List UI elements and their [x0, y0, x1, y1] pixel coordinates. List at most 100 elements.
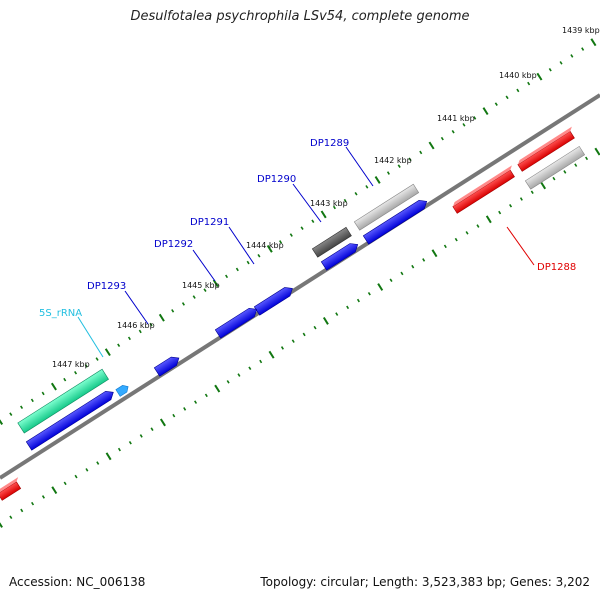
scale-tick-inner-minor — [313, 325, 317, 330]
scale-tick-inner-major — [0, 522, 3, 528]
scale-tick-inner-major — [540, 181, 547, 190]
scale-tick-outer-minor — [192, 295, 196, 299]
feature-dp1293 — [214, 307, 258, 339]
scale-tick-outer-minor — [440, 136, 444, 141]
scale-tick-outer-minor — [494, 102, 498, 106]
scale-tick-inner-minor — [204, 393, 208, 398]
scale-tick-inner-major — [268, 350, 275, 359]
scale-tick-outer-minor — [203, 288, 207, 292]
scale-tick-inner-minor — [226, 380, 230, 384]
scale-tick-inner-minor — [400, 271, 404, 276]
tick-label-1447: 1447 kbp — [52, 360, 90, 369]
scale-ticks-outer — [0, 38, 597, 425]
feature-blue-small — [153, 356, 180, 377]
scale-tick-outer-major — [212, 279, 219, 288]
scale-tick-outer-minor — [225, 274, 229, 279]
scale-tick-inner-major — [159, 418, 166, 427]
feature-5s-rrna — [115, 385, 129, 397]
tick-label-1441: 1441 kbp — [437, 114, 475, 123]
scale-tick-inner-minor — [356, 298, 360, 303]
scale-tick-outer-minor — [63, 377, 67, 382]
scale-tick-outer-major — [590, 38, 597, 47]
scale-tick-outer-major — [0, 419, 4, 425]
genome-summary-text: Topology: circular; Length: 3,523,383 bp… — [260, 575, 590, 589]
scale-tick-inner-minor — [552, 176, 556, 181]
tick-label-1442: 1442 kbp — [374, 156, 412, 165]
scale-tick-outer-major — [50, 382, 57, 391]
scale-tick-inner-minor — [476, 224, 480, 228]
feature-red-upper — [517, 126, 575, 172]
gene-label-dp1292: DP1292 — [154, 239, 193, 250]
scale-tick-inner-major — [594, 147, 600, 156]
scale-tick-inner-minor — [117, 447, 121, 452]
scale-tick-outer-major — [482, 107, 489, 116]
scale-tick-outer-minor — [117, 343, 121, 348]
gene-label-5s-rrna: 5S_rRNA — [39, 308, 82, 319]
scale-ticks-inner — [0, 147, 600, 528]
feature-rrna — [17, 368, 109, 434]
scale-tick-inner-minor — [422, 258, 426, 262]
map-title: Desulfotalea psychrophila LSv54, complet… — [130, 9, 470, 24]
tick-label-1444: 1444 kbp — [246, 241, 284, 250]
scale-tick-inner-minor — [172, 413, 176, 418]
scale-tick-inner-minor — [443, 244, 447, 249]
scale-tick-outer-minor — [397, 164, 401, 168]
scale-tick-outer-minor — [527, 81, 531, 86]
scale-tick-inner-minor — [302, 332, 306, 337]
scale-tick-outer-major — [374, 176, 381, 184]
scale-tick-outer-minor — [181, 302, 185, 306]
scale-tick-outer-minor — [95, 357, 99, 361]
features — [0, 126, 586, 501]
feature-dp1291 — [320, 243, 359, 271]
scale-tick-outer-major — [428, 141, 435, 150]
scale-tick-outer-minor — [30, 398, 34, 403]
scale-tick-outer-minor — [246, 260, 250, 265]
scale-tick-inner-minor — [150, 427, 154, 432]
scale-tick-inner-minor — [498, 210, 502, 215]
scale-tick-outer-minor — [289, 233, 293, 237]
scale-tick-outer-minor — [570, 54, 574, 58]
tick-label-1446: 1446 kbp — [117, 321, 155, 330]
scale-tick-inner-major — [105, 452, 112, 461]
scale-tick-inner-minor — [139, 434, 143, 438]
scale-tick-outer-minor — [20, 405, 24, 410]
scale-tick-outer-major — [536, 72, 543, 81]
scale-tick-outer-minor — [311, 219, 315, 224]
scale-tick-inner-minor — [183, 407, 187, 411]
genome-backbone — [0, 93, 600, 480]
scale-tick-outer-major — [320, 210, 327, 219]
gene-label-dp1288: DP1288 — [537, 262, 576, 273]
scale-tick-inner-minor — [96, 461, 100, 465]
scale-tick-inner-minor — [85, 468, 89, 472]
scale-tick-inner-minor — [248, 366, 252, 371]
feature-blue-long — [25, 390, 114, 451]
scale-tick-outer-minor — [462, 123, 466, 127]
scale-tick-inner-minor — [519, 197, 523, 201]
feature-dp1289 — [353, 183, 420, 231]
gene-label-dp1290: DP1290 — [257, 174, 296, 185]
scale-tick-inner-minor — [20, 508, 24, 513]
scale-tick-outer-minor — [9, 412, 13, 416]
scale-tick-inner-major — [214, 384, 221, 393]
scale-tick-inner-minor — [9, 515, 13, 520]
scale-tick-outer-minor — [365, 185, 369, 189]
scale-tick-outer-minor — [279, 240, 283, 244]
feature-gray-right — [524, 145, 586, 190]
scale-tick-outer-minor — [451, 129, 455, 134]
accession-text: Accession: NC_006138 — [9, 575, 146, 589]
scale-tick-inner-minor — [63, 481, 67, 486]
scale-tick-inner-major — [322, 316, 329, 325]
scale-tick-inner-minor — [530, 190, 534, 195]
scale-tick-inner-minor — [194, 400, 198, 404]
scale-tick-outer-minor — [473, 116, 477, 120]
feature-dp1290 — [311, 226, 352, 258]
scale-tick-outer-minor — [300, 226, 304, 230]
scale-tick-outer-minor — [505, 95, 509, 100]
scale-tick-inner-major — [431, 249, 438, 258]
scale-tick-inner-minor — [574, 163, 578, 167]
scale-tick-outer-major — [158, 313, 165, 322]
scale-tick-inner-minor — [128, 440, 132, 445]
scale-tick-outer-minor — [84, 364, 88, 368]
gene-label-dp1289: DP1289 — [310, 138, 349, 149]
tick-label-1440: 1440 kbp — [499, 71, 537, 80]
